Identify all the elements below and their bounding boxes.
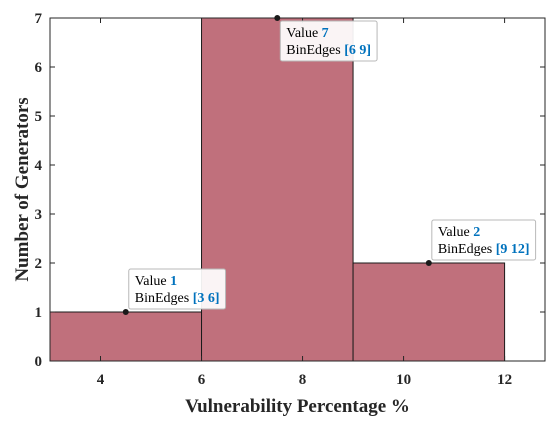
histogram-bar-1[interactable]	[49, 311, 203, 362]
x-axis-label: Vulnerability Percentage %	[185, 396, 410, 417]
x-tick-label: 6	[198, 372, 206, 388]
datatip-box	[431, 219, 537, 261]
bars-layer	[49, 17, 506, 362]
y-tick-label: 0	[35, 354, 43, 370]
datatip-anchor-point	[425, 260, 432, 266]
datatip-edges-line: BinEdges [3 6]	[135, 291, 220, 306]
datatip-value-line: Value 7	[286, 26, 328, 41]
histogram-bar-2[interactable]	[201, 17, 354, 362]
y-tick-label: 1	[35, 305, 43, 321]
datatip-edges-line: BinEdges [9 12]	[438, 242, 530, 257]
x-tick-label: 8	[299, 372, 307, 388]
y-axis-label: Number of Generators	[12, 97, 33, 281]
histogram-bar-3[interactable]	[352, 262, 506, 362]
datatip-1[interactable]: Value 1 BinEdges [3 6]	[122, 268, 227, 315]
datatip-value-line: Value 1	[135, 274, 177, 289]
datatip-edges: [6 9]	[344, 43, 371, 58]
datatips-layer: Value 1 BinEdges [3 6] Value 7 BinEdges [6 …	[122, 15, 537, 315]
x-tick-label: 4	[97, 372, 105, 388]
datatip-value: 2	[473, 225, 480, 240]
datatip-box	[279, 20, 378, 62]
x-tick-label: 12	[497, 372, 512, 388]
datatip-value: 7	[322, 26, 329, 41]
y-tick-label: 4	[35, 158, 43, 174]
datatip-value-label: Value	[438, 225, 473, 240]
y-tick-label: 2	[35, 256, 43, 272]
datatip-value-line: Value 2	[438, 225, 480, 240]
datatip-edges: [3 6]	[193, 291, 220, 306]
datatip-value-label: Value	[286, 26, 321, 41]
datatip-edges: [9 12]	[496, 242, 530, 257]
datatip-3[interactable]: Value 2 BinEdges [9 12]	[425, 219, 537, 266]
y-tick-label: 7	[35, 11, 43, 27]
y-axis: 0 1 2 3 4 5 6 7	[35, 11, 545, 370]
datatip-value: 1	[170, 274, 177, 289]
datatip-2[interactable]: Value 7 BinEdges [6 9]	[274, 15, 378, 62]
datatip-box	[128, 268, 227, 310]
datatip-edges-label: BinEdges	[286, 43, 344, 58]
x-axis: 4 6 8 10 12	[97, 18, 512, 388]
x-tick-label: 10	[396, 372, 411, 388]
datatip-edges-line: BinEdges [6 9]	[286, 43, 371, 58]
y-tick-label: 3	[35, 207, 43, 223]
datatip-anchor-point	[274, 15, 281, 21]
y-tick-label: 5	[35, 109, 43, 125]
y-tick-label: 6	[35, 60, 43, 76]
plot-area-frame	[49, 17, 546, 362]
datatip-anchor-point	[122, 309, 129, 315]
datatip-edges-label: BinEdges	[438, 242, 496, 257]
datatip-value-label: Value	[135, 274, 170, 289]
datatip-edges-label: BinEdges	[135, 291, 193, 306]
